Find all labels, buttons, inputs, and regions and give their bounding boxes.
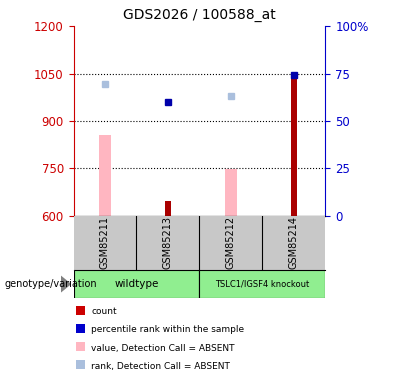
Polygon shape — [61, 276, 71, 292]
Text: genotype/variation: genotype/variation — [4, 279, 97, 289]
Text: GSM85212: GSM85212 — [226, 216, 236, 269]
Text: TSLC1/IGSF4 knockout: TSLC1/IGSF4 knockout — [215, 280, 310, 289]
Bar — [200, 270, 326, 298]
Text: GSM85213: GSM85213 — [163, 216, 173, 269]
Text: rank, Detection Call = ABSENT: rank, Detection Call = ABSENT — [91, 362, 230, 370]
Text: percentile rank within the sample: percentile rank within the sample — [91, 326, 244, 334]
Text: value, Detection Call = ABSENT: value, Detection Call = ABSENT — [91, 344, 235, 352]
Text: wildtype: wildtype — [114, 279, 159, 289]
Bar — [165, 201, 171, 216]
Bar — [100, 135, 111, 216]
Text: GSM85214: GSM85214 — [289, 216, 299, 269]
Bar — [74, 270, 200, 298]
Text: GSM85211: GSM85211 — [100, 216, 110, 269]
Text: count: count — [91, 308, 117, 316]
Title: GDS2026 / 100588_at: GDS2026 / 100588_at — [123, 9, 276, 22]
Bar — [291, 78, 297, 216]
Bar — [225, 169, 237, 216]
